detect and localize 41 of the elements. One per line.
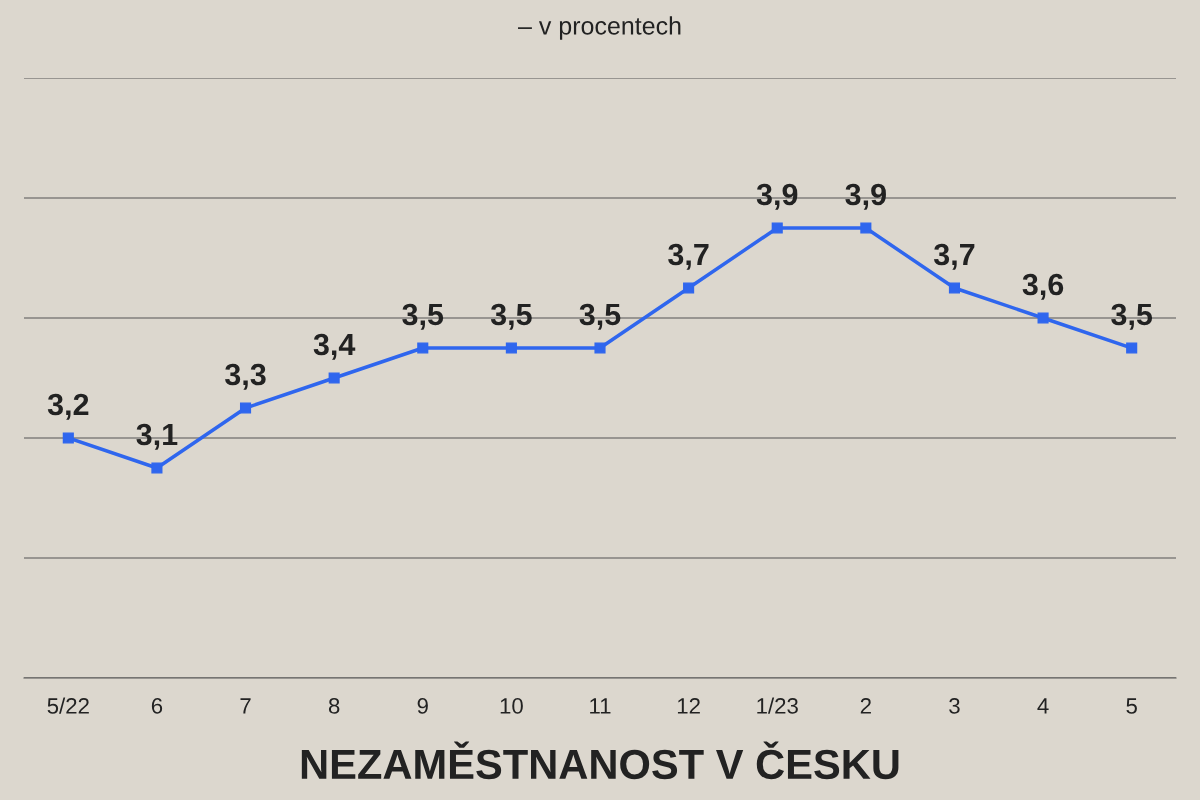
text: NEZAMĚSTNANOST V ČESKU [301,741,899,780]
point [151,462,163,474]
data-label: 3,5 [579,303,621,330]
x-tick-label: 5 [1126,698,1137,714]
x-tick-label: 9 [417,698,428,714]
data-label: 3,5 [1111,303,1153,330]
data-label: 3,1 [136,423,178,450]
data-label: 3,5 [402,303,444,330]
point [62,432,74,444]
point [239,402,252,414]
x-tick-label: 1/23 [757,697,798,714]
x-tick-label: 7 [240,698,251,714]
x-tick-label: 12 [677,698,700,714]
point [948,282,961,294]
x-tick-label: 6 [151,698,163,714]
x-tick-label: 10 [500,698,523,714]
point [417,342,429,354]
data-label: 3,4 [313,333,356,360]
point [594,342,606,354]
data-label: 3,7 [668,243,709,270]
point [328,372,340,384]
x-tick-label: 2 [860,698,871,714]
point [1126,342,1138,354]
data-label: 3,9 [845,183,886,210]
point [1037,312,1049,324]
point [505,342,517,354]
x-tick-label: 3 [949,698,960,714]
data-label: 3,2 [47,393,89,420]
x-tick-label: 8 [328,698,340,714]
data-label: 3,3 [225,363,266,390]
x-tick-label: 11 [590,698,611,714]
data-label: 3,7 [933,243,975,270]
point [683,282,695,294]
data-label: 3,9 [756,183,798,210]
point [860,222,872,234]
chart-subtitle: – v procentech [518,16,681,40]
point [771,222,783,234]
data-label: 3,5 [490,303,532,330]
data-label: 3,6 [1022,273,1064,300]
x-tick-label: 4 [1037,698,1049,714]
x-tick-label: 5/22 [47,697,89,714]
